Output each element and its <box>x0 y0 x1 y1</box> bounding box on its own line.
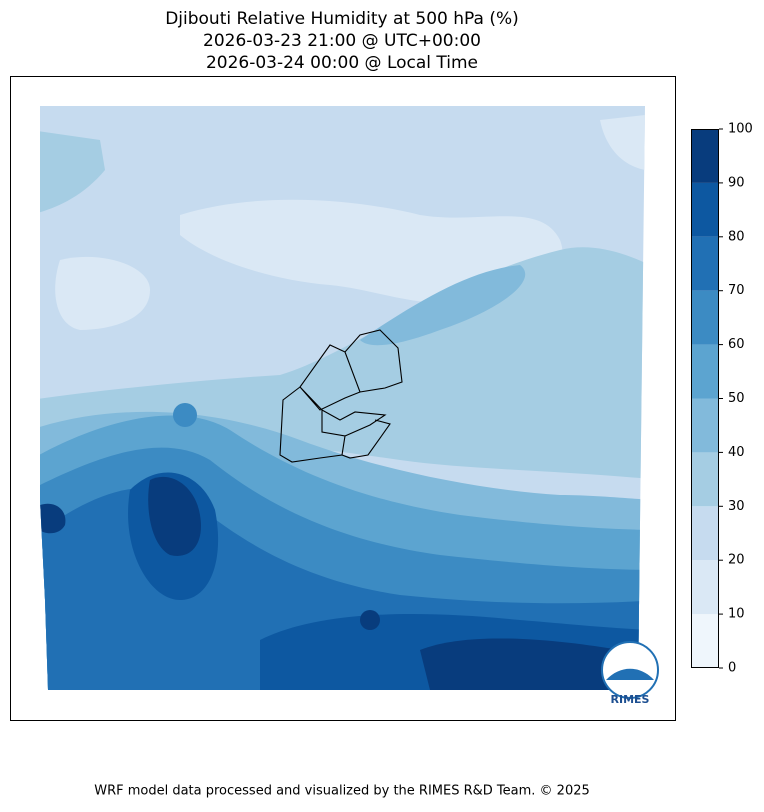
field <box>55 256 150 330</box>
field <box>173 403 197 427</box>
colorbar-tick-label: 60 <box>728 337 745 352</box>
field <box>40 130 105 215</box>
footer: WRF model data processed and visualized … <box>94 784 590 799</box>
colorbar-segment <box>691 344 719 399</box>
field <box>360 610 380 630</box>
colorbar-segment <box>691 236 719 291</box>
map-frame <box>10 76 676 721</box>
field <box>40 503 66 534</box>
colorbar-tick-label: 80 <box>728 229 745 244</box>
colorbar-tick-label: 50 <box>728 391 745 406</box>
map: RIMES <box>40 106 659 706</box>
colorbar-segment <box>691 182 719 237</box>
subtitle: 2026-03-24 00:00 @ Local Time <box>206 53 478 73</box>
colorbar-segment <box>691 506 719 561</box>
colorbar-segment <box>691 614 719 668</box>
colorbar-tick-label: 20 <box>728 553 745 568</box>
colorbar-tick-label: 40 <box>728 445 745 460</box>
field <box>420 638 640 690</box>
field <box>148 476 201 556</box>
colorbar-segment <box>691 560 719 615</box>
colorbar-tick-label: 30 <box>728 499 745 514</box>
field <box>180 199 563 303</box>
subtitle: 2026-03-23 21:00 @ UTC+00:00 <box>203 31 481 51</box>
colorbar-segment <box>691 290 719 345</box>
title: Djibouti Relative Humidity at 500 hPa (%… <box>165 9 519 29</box>
colorbar: 0 10 20 30 40 50 60 70 80 90 100 <box>691 122 753 676</box>
colorbar-segment <box>691 398 719 453</box>
colorbar-frame <box>691 129 719 668</box>
colorbar-segment <box>691 129 719 183</box>
field <box>600 115 645 170</box>
colorbar-segment <box>691 452 719 507</box>
logo: RIMES <box>601 641 659 706</box>
colorbar-tick-label: 10 <box>728 607 745 622</box>
field <box>360 265 526 346</box>
logo-wave <box>606 668 654 680</box>
country-border <box>279 329 403 463</box>
logo-text: RIMES <box>611 693 650 706</box>
colorbar-tick-label: 100 <box>728 122 753 137</box>
colorbar-tick-label: 70 <box>728 283 745 298</box>
colorbar-tick-label: 0 <box>728 661 736 676</box>
colorbar-tick-label: 90 <box>728 175 745 190</box>
